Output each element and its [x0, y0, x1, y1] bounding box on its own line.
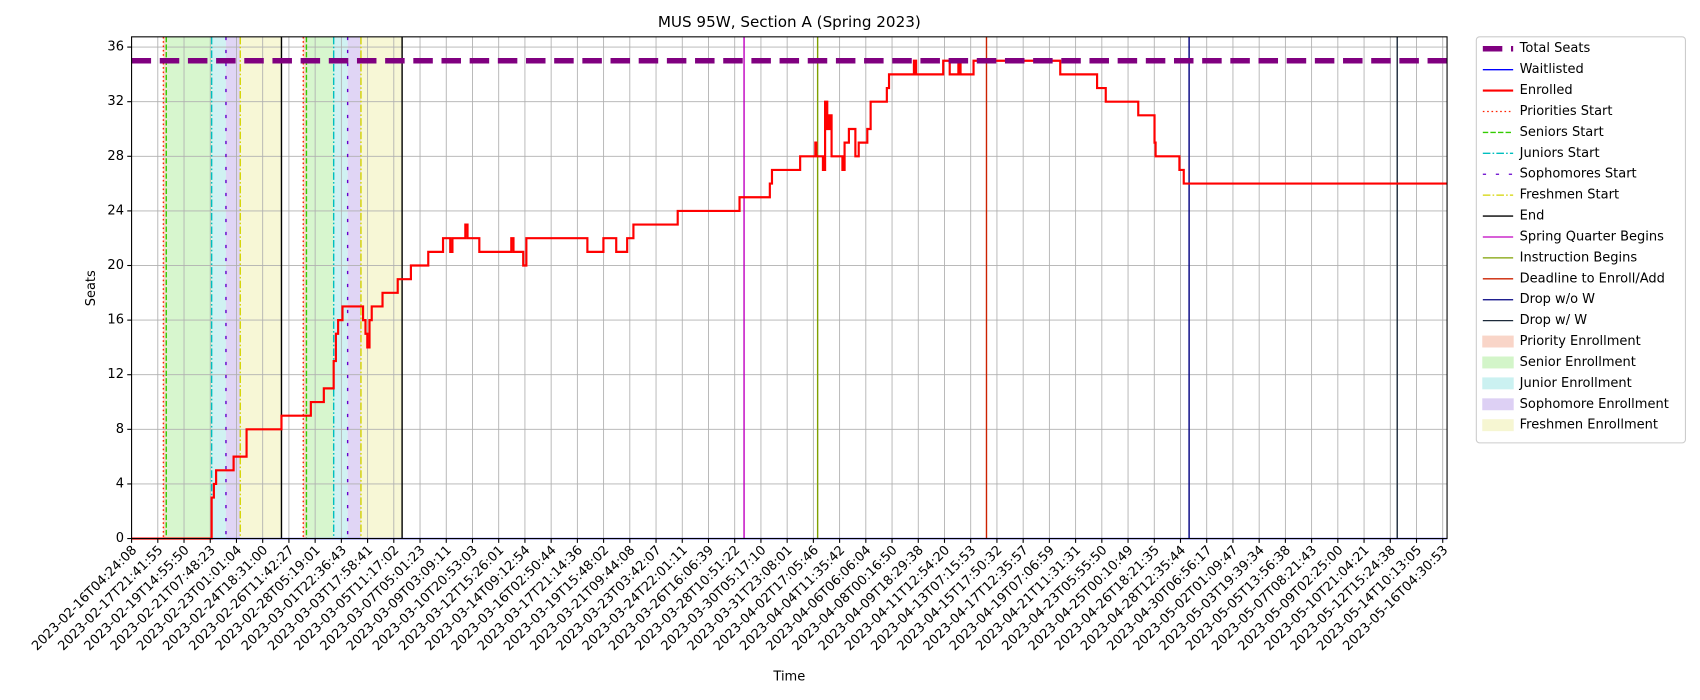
legend-label: Senior Enrollment: [1520, 355, 1636, 370]
legend-label: Total Seats: [1519, 41, 1591, 56]
legend-label: Enrolled: [1520, 83, 1573, 98]
y-tick-label: 0: [116, 531, 124, 546]
legend: Total Seats Waitlisted Enrolled Priorities …: [1475, 36, 1686, 444]
legend-label: Sophomores Start: [1520, 167, 1637, 182]
enrollment-span: [163, 36, 167, 539]
legend-swatch: [1482, 335, 1514, 348]
legend-label: Spring Quarter Begins: [1520, 229, 1664, 244]
enrollment-span: [303, 36, 307, 539]
legend-label: Priority Enrollment: [1520, 334, 1641, 349]
plot-frame: [131, 36, 1448, 540]
y-tick-label: 36: [107, 40, 124, 55]
legend-label: Priorities Start: [1520, 104, 1613, 119]
legend-label: Junior Enrollment: [1519, 376, 1632, 391]
legend-label: Drop w/o W: [1520, 292, 1596, 307]
legend-swatch: [1482, 398, 1514, 411]
legend-box: [1475, 36, 1686, 444]
legend-label: Waitlisted: [1520, 62, 1584, 77]
y-tick-label: 8: [116, 422, 124, 437]
enrollment-span: [211, 36, 226, 539]
y-tick-label: 24: [107, 203, 124, 218]
legend-label: Juniors Start: [1519, 146, 1600, 161]
enrollment-span: [240, 36, 282, 539]
legend-label: Sophomore Enrollment: [1520, 397, 1669, 412]
legend-swatch: [1482, 419, 1514, 432]
legend-label: End: [1520, 209, 1545, 224]
y-tick-label: 4: [116, 476, 124, 491]
y-tick-label: 28: [107, 149, 124, 164]
y-tick-label: 32: [107, 94, 124, 109]
enrollment-span: [166, 36, 212, 539]
legend-swatch: [1482, 356, 1514, 369]
enrollment-span: [347, 36, 361, 539]
y-tick-label: 16: [107, 313, 124, 328]
y-tick-label: 20: [107, 258, 124, 273]
x-axis-label: Time: [772, 670, 805, 685]
legend-label: Freshmen Start: [1520, 188, 1619, 203]
legend-label: Deadline to Enroll/Add: [1520, 271, 1665, 286]
y-tick-label: 12: [107, 367, 124, 382]
enrollment-span: [333, 36, 348, 539]
legend-label: Freshmen Enrollment: [1520, 418, 1658, 433]
legend-label: Drop w/ W: [1520, 313, 1588, 328]
plot-area: [131, 36, 1448, 540]
enrollment-span: [360, 36, 403, 539]
legend-label: Seniors Start: [1520, 125, 1604, 140]
legend-swatch: [1482, 377, 1514, 390]
enrollment-span: [306, 36, 334, 539]
chart-title: MUS 95W, Section A (Spring 2023): [658, 13, 921, 31]
y-axis-label: Seats: [84, 270, 99, 306]
legend-label: Instruction Begins: [1520, 250, 1638, 265]
